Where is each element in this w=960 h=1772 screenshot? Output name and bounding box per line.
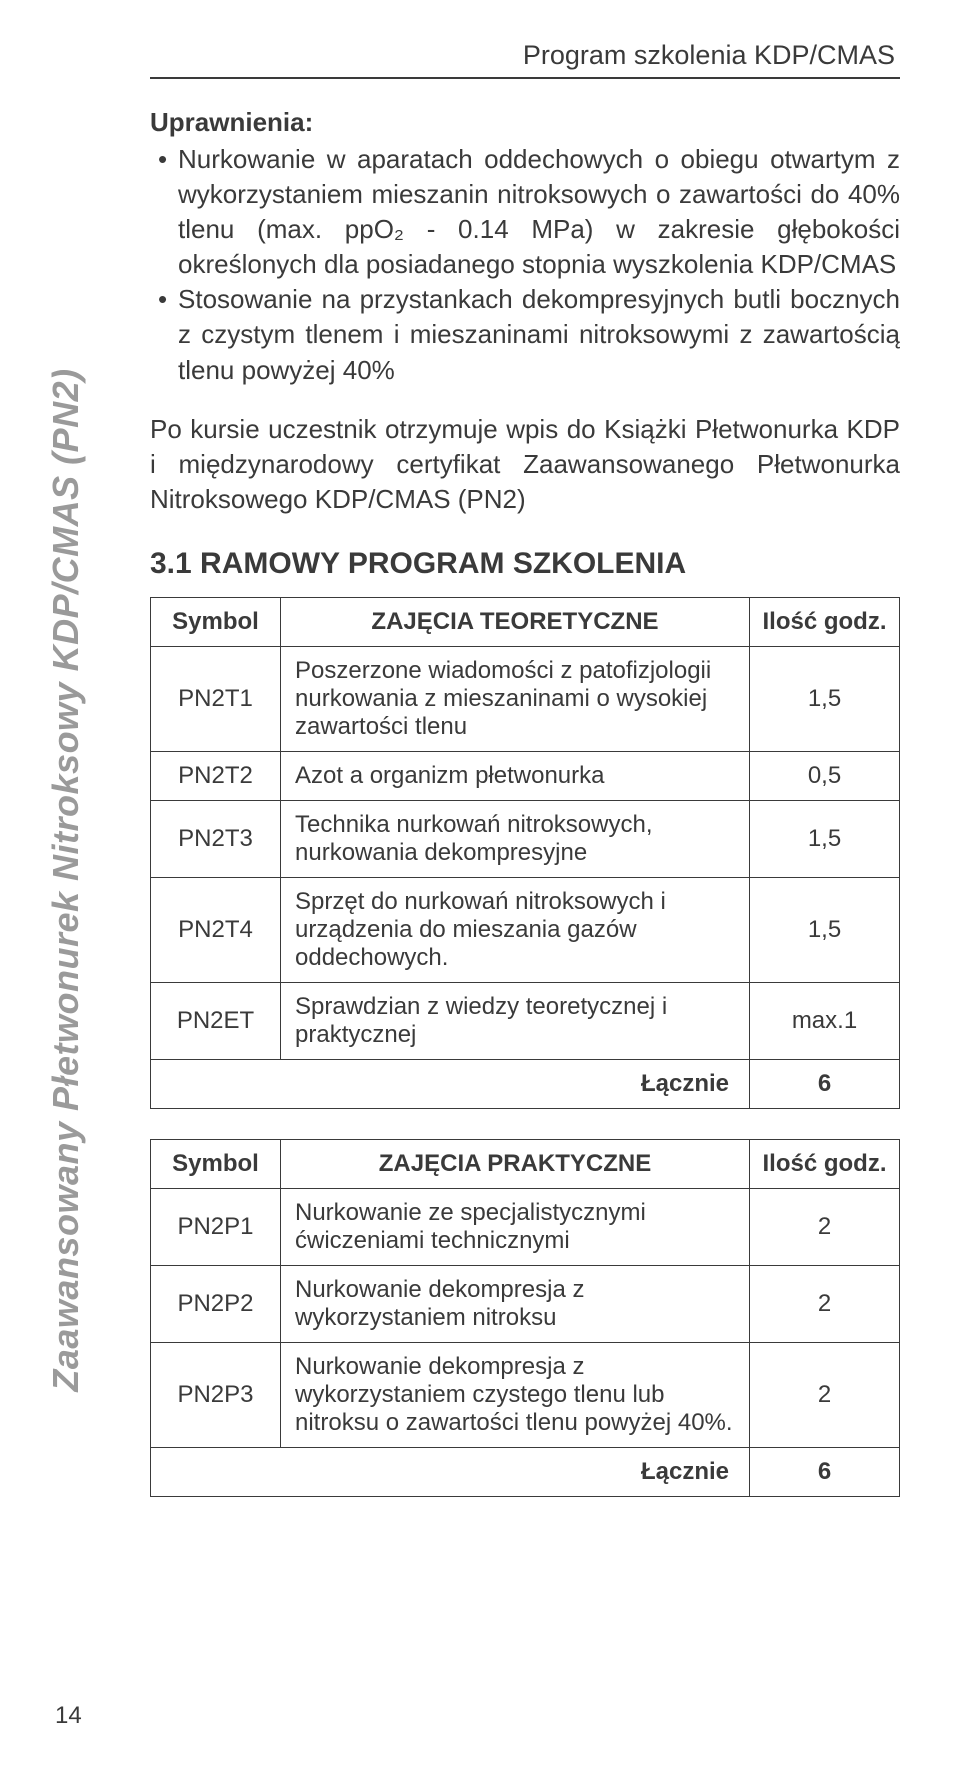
cell-symbol: PN2P3: [151, 1342, 281, 1447]
theory-table: Symbol ZAJĘCIA TEORETYCZNE Ilość godz. P…: [150, 597, 900, 1109]
cell-desc: Sprawdzian z wiedzy teoretycznej i prakt…: [281, 982, 750, 1059]
table-row: PN2T1 Poszerzone wiadomości z patofizjol…: [151, 646, 900, 751]
page-number: 14: [55, 1702, 82, 1730]
table-row: PN2ET Sprawdzian z wiedzy teoretycznej i…: [151, 982, 900, 1059]
sidebar-course-label: Zaawansowany Płetwonurek Nitroksowy KDP/…: [45, 368, 87, 1391]
cell-symbol: PN2ET: [151, 982, 281, 1059]
practice-table: Symbol ZAJĘCIA PRAKTYCZNE Ilość godz. PN…: [150, 1139, 900, 1497]
cell-symbol: PN2T4: [151, 877, 281, 982]
cell-desc: Nurkowanie dekompresja z wykorzystaniem …: [281, 1265, 750, 1342]
cell-hours: 2: [750, 1188, 900, 1265]
cell-hours: 2: [750, 1265, 900, 1342]
cell-total-label: Łącznie: [151, 1447, 750, 1496]
list-item: Nurkowanie w aparatach oddechowych o obi…: [150, 142, 900, 282]
table-header-row: Symbol ZAJĘCIA TEORETYCZNE Ilość godz.: [151, 597, 900, 646]
cell-total-value: 6: [750, 1447, 900, 1496]
table-row: PN2P2 Nurkowanie dekompresja z wykorzyst…: [151, 1265, 900, 1342]
cell-total-value: 6: [750, 1059, 900, 1108]
cell-symbol: PN2T2: [151, 751, 281, 800]
cell-hours: 1,5: [750, 646, 900, 751]
table-row: PN2T2 Azot a organizm płetwonurka 0,5: [151, 751, 900, 800]
table-total-row: Łącznie 6: [151, 1447, 900, 1496]
th-title: ZAJĘCIA TEORETYCZNE: [281, 597, 750, 646]
after-course-paragraph: Po kursie uczestnik otrzymuje wpis do Ks…: [150, 412, 900, 517]
cell-desc: Azot a organizm płetwonurka: [281, 751, 750, 800]
section-heading: 3.1 RAMOWY PROGRAM SZKOLENIA: [150, 547, 900, 581]
header-divider: [150, 77, 900, 79]
list-item: Stosowanie na przystankach dekompresyjny…: [150, 282, 900, 387]
cell-desc: Sprzęt do nurkowań nitroksowych i urządz…: [281, 877, 750, 982]
cell-desc: Nurkowanie dekompresja z wykorzystaniem …: [281, 1342, 750, 1447]
table-row: PN2P3 Nurkowanie dekompresja z wykorzyst…: [151, 1342, 900, 1447]
th-hours: Ilość godz.: [750, 1139, 900, 1188]
cell-hours: 2: [750, 1342, 900, 1447]
content-area: Uprawnienia: Nurkowanie w aparatach odde…: [150, 107, 900, 1497]
table-row: PN2T3 Technika nurkowań nitroksowych, nu…: [151, 800, 900, 877]
th-hours: Ilość godz.: [750, 597, 900, 646]
cell-desc: Nurkowanie ze specjalistycznymi ćwiczeni…: [281, 1188, 750, 1265]
th-symbol: Symbol: [151, 597, 281, 646]
table-total-row: Łącznie 6: [151, 1059, 900, 1108]
cell-symbol: PN2P2: [151, 1265, 281, 1342]
cell-hours: max.1: [750, 982, 900, 1059]
program-header: Program szkolenia KDP/CMAS: [150, 40, 900, 71]
th-title: ZAJĘCIA PRAKTYCZNE: [281, 1139, 750, 1188]
cell-symbol: PN2P1: [151, 1188, 281, 1265]
cell-symbol: PN2T3: [151, 800, 281, 877]
table-row: PN2T4 Sprzęt do nurkowań nitroksowych i …: [151, 877, 900, 982]
cell-hours: 1,5: [750, 800, 900, 877]
table-header-row: Symbol ZAJĘCIA PRAKTYCZNE Ilość godz.: [151, 1139, 900, 1188]
cell-desc: Technika nurkowań nitroksowych, nurkowan…: [281, 800, 750, 877]
cell-hours: 0,5: [750, 751, 900, 800]
cell-total-label: Łącznie: [151, 1059, 750, 1108]
cell-symbol: PN2T1: [151, 646, 281, 751]
th-symbol: Symbol: [151, 1139, 281, 1188]
uprawnienia-list: Nurkowanie w aparatach oddechowych o obi…: [150, 142, 900, 388]
cell-hours: 1,5: [750, 877, 900, 982]
uprawnienia-label: Uprawnienia:: [150, 107, 900, 138]
table-row: PN2P1 Nurkowanie ze specjalistycznymi ćw…: [151, 1188, 900, 1265]
cell-desc: Poszerzone wiadomości z patofizjologii n…: [281, 646, 750, 751]
document-page: Zaawansowany Płetwonurek Nitroksowy KDP/…: [0, 0, 960, 1772]
